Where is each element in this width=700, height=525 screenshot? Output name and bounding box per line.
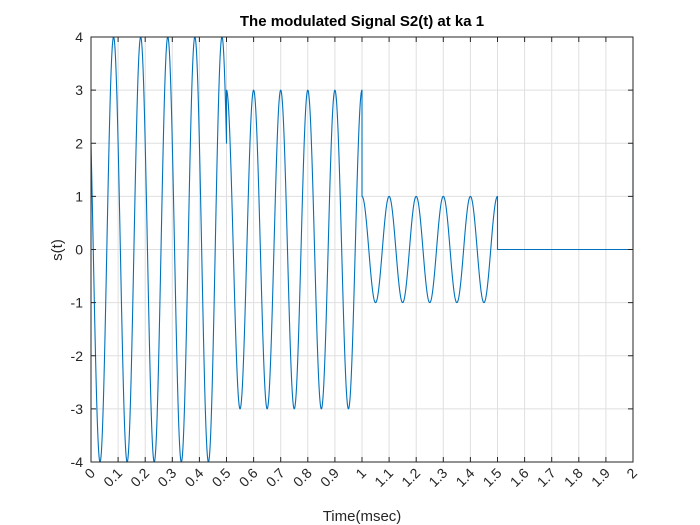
y-tick-label: 2 <box>75 135 83 151</box>
tick-marks <box>90 36 634 463</box>
chart-title: The modulated Signal S2(t) at ka 1 <box>240 13 484 30</box>
y-tick-label: -1 <box>71 295 84 311</box>
y-tick-label: -3 <box>71 401 84 417</box>
y-tick-label: -4 <box>71 454 84 470</box>
y-tick-label: 0 <box>75 242 83 258</box>
x-axis-label: Time(msec) <box>323 508 402 525</box>
y-tick-label: 1 <box>75 188 83 204</box>
plot-area: 0 0.1 0.2 0.3 0.4 0.5 0.6 0.7 0.8 0.9 1 1.1 1.2 1.3 1.… <box>71 29 641 490</box>
y-axis-label: s(t) <box>49 239 66 261</box>
y-tick-label: 4 <box>75 29 83 45</box>
y-tick-label: -2 <box>71 348 84 364</box>
y-tick-labels: -4 -3 -2 -1 0 1 2 3 4 <box>71 29 84 470</box>
y-tick-label: 3 <box>75 82 83 98</box>
